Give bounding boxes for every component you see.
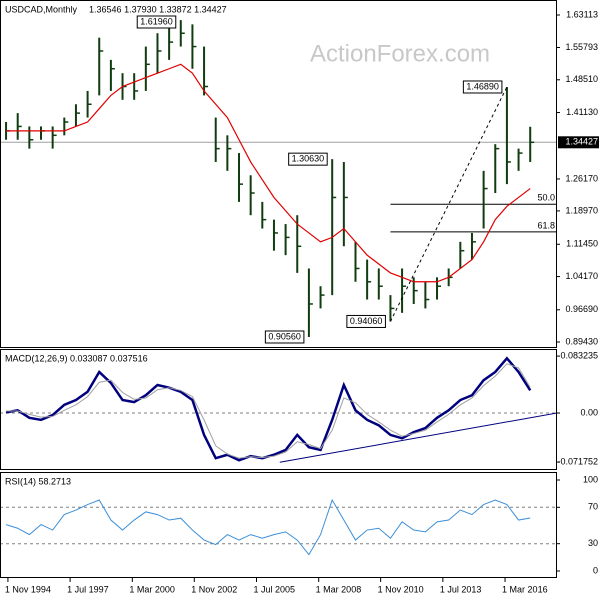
y-tick-label: 1.41130 <box>566 107 598 117</box>
panel-frame <box>0 349 557 470</box>
watermark: ActionForex.com <box>310 40 490 67</box>
y-tick-label: 0.96690 <box>565 304 598 314</box>
annotation-box <box>136 15 177 29</box>
x-tick-label: 1 Jul 1997 <box>67 584 109 594</box>
annotation-box <box>462 80 503 94</box>
y-tick-label: 0.00 <box>580 407 598 417</box>
header-values: 1.36546 1.37930 1.33872 1.34427 <box>89 4 227 14</box>
x-tick-label: 1 Mar 2016 <box>502 584 548 594</box>
annotation-label: 1.30630 <box>292 154 325 164</box>
annotation-label: 0.90560 <box>268 331 301 341</box>
y-tick-label: 1.18970 <box>565 205 598 215</box>
annotation: 0.90560 <box>264 330 305 344</box>
panel-frame <box>0 472 557 578</box>
x-tick-label: 1 Mar 2008 <box>316 584 362 594</box>
y-tick-label: 0 <box>593 565 598 575</box>
annotation: 0.94060 <box>346 314 386 328</box>
x-tick-label: 1 Mar 2000 <box>129 584 175 594</box>
y-tick-label: 1.04170 <box>565 271 598 281</box>
series-line <box>5 498 531 556</box>
last-price-label: 1.34427 <box>565 137 598 147</box>
annotation-box <box>346 314 386 328</box>
y-tick-label: 1.26170 <box>565 173 598 183</box>
annotation-label: 1.61960 <box>140 16 173 26</box>
fib-label: 50.0 <box>537 193 555 203</box>
panel-frame <box>0 0 557 348</box>
panel <box>0 498 557 556</box>
y-tick-label: 0.083235 <box>560 350 598 360</box>
y-tick-label: 30 <box>588 538 598 548</box>
fib-label: 61.8 <box>537 220 555 230</box>
y-tick-label: 1.11450 <box>566 239 598 249</box>
y-tick-label: 1.48510 <box>565 74 598 84</box>
annotation-box <box>264 330 305 344</box>
y-tick-label: 100 <box>583 474 598 484</box>
moving-average <box>6 63 531 283</box>
x-tick-label: 1 Jul 2013 <box>440 584 482 594</box>
y-tick-label: 1.55793 <box>565 42 598 52</box>
panel-title: MACD(12,26,9) 0.033087 0.037516 <box>5 353 148 363</box>
annotation-label: 1.46890 <box>466 81 499 91</box>
annotation: 1.46890 <box>462 80 503 94</box>
x-tick-label: 1 Jul 2005 <box>253 584 295 594</box>
series-line <box>6 363 531 459</box>
trend-line <box>279 412 557 463</box>
y-tick-label: -0.071752 <box>557 456 598 466</box>
annotation: 1.61960 <box>136 15 177 29</box>
panel-title: USDCAD,Monthly <box>5 4 78 14</box>
annotation: 1.30630 <box>288 152 328 166</box>
last-price-box <box>558 136 599 149</box>
y-tick-label: 0.89430 <box>565 336 598 346</box>
x-tick-label: 1 Nov 1994 <box>5 584 51 594</box>
y-tick-label: 70 <box>588 502 598 512</box>
annotation-label: 0.94060 <box>350 316 383 326</box>
x-tick-label: 1 Nov 2010 <box>378 584 424 594</box>
panel-title: RSI(14) 58.2713 <box>5 476 71 486</box>
y-tick-label: 1.63113 <box>566 9 598 19</box>
panel: ActionForex.com 50.0 61.8 <box>0 20 557 337</box>
trend-line <box>389 86 508 322</box>
panel <box>0 356 557 463</box>
x-tick-label: 1 Nov 2002 <box>191 584 237 594</box>
annotation-box <box>288 152 328 166</box>
